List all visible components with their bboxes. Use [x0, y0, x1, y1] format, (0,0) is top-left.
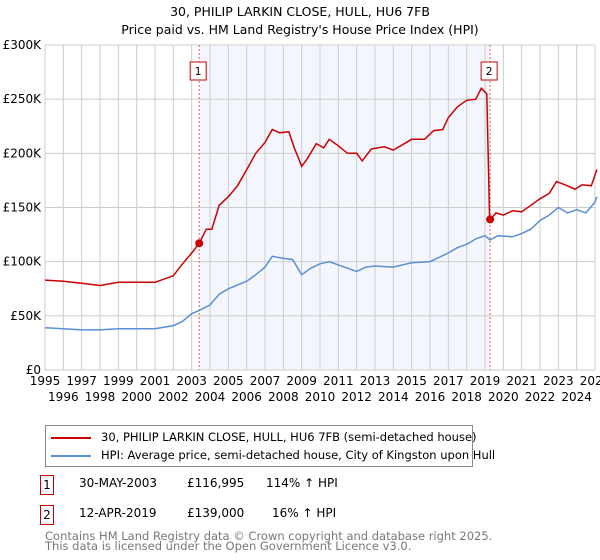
y-tick-label: £0 — [26, 363, 41, 377]
x-tick-label: 2001 — [140, 374, 171, 388]
transaction-date: 30-MAY-2003 — [79, 476, 158, 490]
series-line — [44, 196, 598, 331]
x-tick-label: 2022 — [525, 390, 556, 404]
legend-label: 30, PHILIP LARKIN CLOSE, HULL, HU6 7FB (… — [101, 430, 477, 444]
x-tick-label: 2021 — [506, 374, 537, 388]
x-tick-label: 2012 — [341, 390, 372, 404]
legend-item-hpi: HPI: Average price, semi-detached house,… — [51, 448, 495, 462]
transaction-price: £139,000 — [187, 506, 245, 520]
x-tick-label: 2015 — [396, 374, 427, 388]
x-tick-label: 2010 — [305, 390, 336, 404]
transaction-date: 12-APR-2019 — [79, 506, 157, 520]
annotation-label: 1 — [195, 65, 202, 78]
x-tick-label: 2016 — [415, 390, 446, 404]
y-tick-label: £250K — [3, 92, 43, 106]
legend: 30, PHILIP LARKIN CLOSE, HULL, HU6 7FB (… — [45, 425, 495, 467]
x-tick-label: 1999 — [103, 374, 134, 388]
transaction-price: £116,995 — [187, 476, 245, 490]
x-tick-label: 2023 — [543, 374, 574, 388]
footer-licence: This data is licensed under the Open Gov… — [45, 539, 412, 553]
transaction-marker: 2 — [40, 505, 54, 525]
x-tick-label: 2003 — [176, 374, 207, 388]
x-tick-label: 1995 — [30, 374, 61, 388]
y-tick-label: £300K — [3, 38, 43, 52]
chart-subtitle: Price paid vs. HM Land Registry's House … — [121, 22, 479, 37]
sale-point — [486, 215, 495, 224]
x-tick-label: 2020 — [488, 390, 519, 404]
annotation-box — [189, 61, 207, 81]
x-tick-label: 2014 — [378, 390, 409, 404]
x-tick-label: 2009 — [286, 374, 317, 388]
y-tick-label: £200K — [3, 146, 43, 160]
x-tick-label: 2000 — [121, 390, 152, 404]
x-tick-label: 1998 — [85, 390, 116, 404]
legend-swatch-blue — [51, 454, 91, 457]
legend-swatch-red — [51, 436, 91, 439]
x-tick-label: 2018 — [451, 390, 482, 404]
x-tick-label: 2019 — [470, 374, 501, 388]
annotation-box — [480, 61, 498, 81]
x-tick-label: 2004 — [195, 390, 226, 404]
x-tick-label: 2008 — [268, 390, 299, 404]
x-tick-label: 2006 — [231, 390, 262, 404]
x-tick-label: 2007 — [250, 374, 281, 388]
x-tick-label: 2024 — [561, 390, 592, 404]
x-tick-label: 2011 — [323, 374, 354, 388]
legend-label: HPI: Average price, semi-detached house,… — [101, 448, 496, 462]
y-tick-label: £150K — [3, 201, 43, 215]
y-tick-label: £100K — [3, 255, 43, 269]
chart-title: 30, PHILIP LARKIN CLOSE, HULL, HU6 7FB — [170, 4, 430, 19]
annotation-label: 2 — [486, 65, 493, 78]
x-tick-label: 2002 — [158, 390, 189, 404]
footer-copyright: Contains HM Land Registry data © Crown c… — [45, 529, 493, 543]
transaction-hpi: 114% ↑ HPI — [266, 476, 338, 490]
y-tick-label: £50K — [10, 309, 42, 323]
x-tick-label: 2005 — [213, 374, 244, 388]
x-tick-label: 2017 — [433, 374, 464, 388]
x-tick-label: 1996 — [48, 390, 79, 404]
sale-point — [195, 239, 204, 248]
x-tick-label: 1997 — [66, 374, 97, 388]
legend-item-property: 30, PHILIP LARKIN CLOSE, HULL, HU6 7FB (… — [51, 430, 477, 444]
x-tick-label: 2025 — [580, 374, 600, 388]
transaction-marker: 1 — [40, 475, 54, 495]
plot-area: 1995 1996 1997 1998 1999 2000 2001 2002 2003 2004… — [3, 38, 600, 404]
transaction-hpi: 16% ↑ HPI — [272, 506, 337, 520]
x-tick-label: 2013 — [360, 374, 391, 388]
